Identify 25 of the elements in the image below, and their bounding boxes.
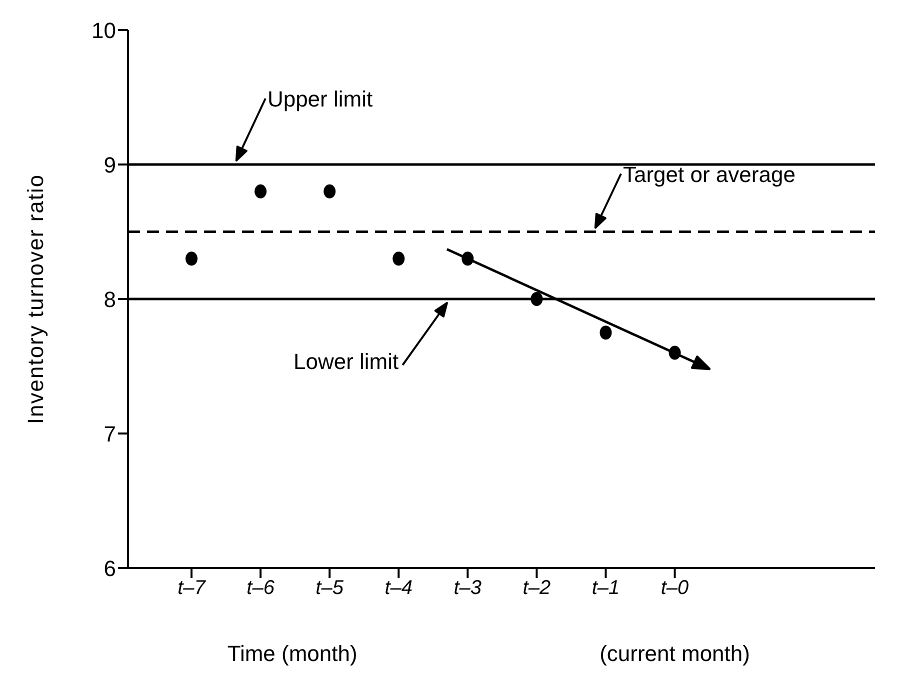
x-tick-label: t–6 bbox=[246, 577, 276, 600]
point bbox=[392, 252, 405, 266]
x-tick-label: t–0 bbox=[660, 577, 689, 600]
ref-line-label: Lower limit bbox=[293, 349, 399, 374]
x-axis-title: Time (month) bbox=[227, 641, 358, 666]
point bbox=[254, 184, 267, 198]
x-tick-label: t–1 bbox=[592, 577, 620, 600]
point bbox=[186, 252, 198, 266]
x-tick-label: t–5 bbox=[316, 577, 344, 600]
point bbox=[530, 292, 543, 306]
x-tick-label: t–7 bbox=[178, 577, 206, 600]
y-tick-label: 7 bbox=[104, 421, 116, 446]
point bbox=[600, 326, 612, 340]
y-tick-label: 9 bbox=[104, 152, 116, 178]
ref-line-label: Target or average bbox=[623, 162, 796, 187]
ref-line-label: Upper limit bbox=[267, 86, 373, 112]
x-tick-label: t–2 bbox=[522, 577, 551, 600]
x-tick-label: t–4 bbox=[384, 577, 413, 600]
y-tick-label: 10 bbox=[92, 18, 116, 43]
point bbox=[324, 184, 336, 198]
x-tick-label: t–3 bbox=[454, 577, 482, 600]
y-tick-label: 6 bbox=[104, 556, 116, 581]
text: (current month) bbox=[600, 641, 750, 666]
y-tick-label: 8 bbox=[104, 286, 116, 312]
y-axis-title: Inventory turnover ratio bbox=[23, 174, 48, 424]
